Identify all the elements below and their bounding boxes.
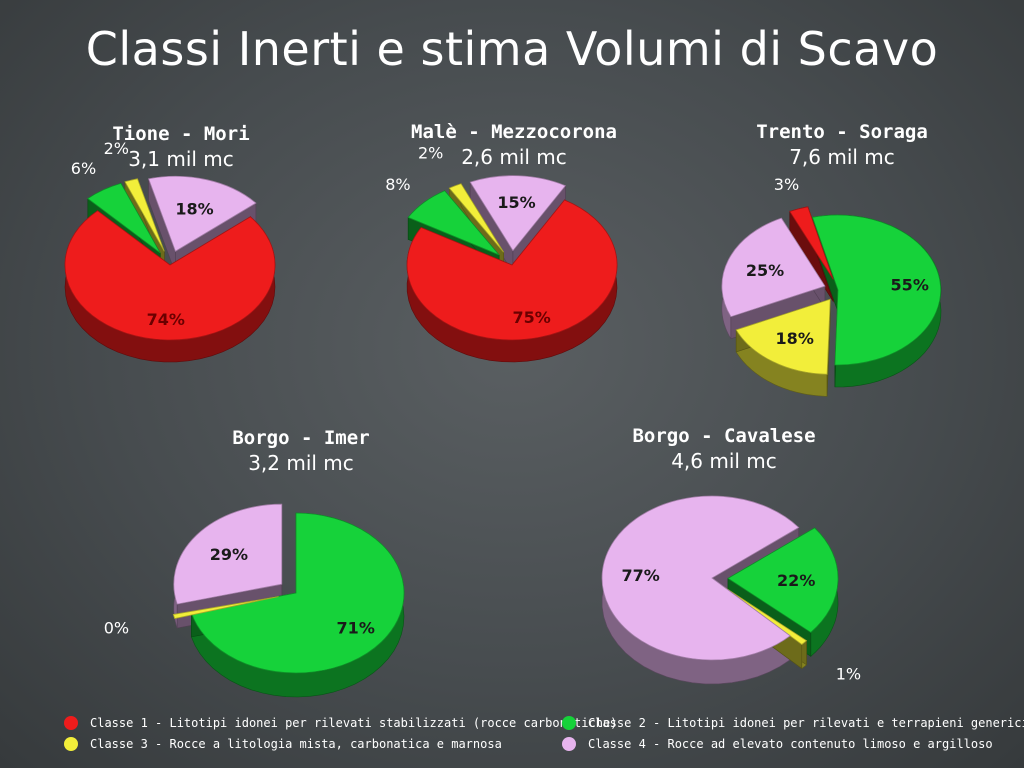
chart-volume: 3,2 mil mc (248, 451, 354, 475)
legend-label: Classe 2 - Litotipi idonei per rilevati … (588, 716, 1024, 730)
pie-slice-classe-4 (148, 175, 257, 252)
chart-title: Trento - Soraga (756, 121, 928, 143)
pie-slice-classe-1 (64, 210, 276, 341)
pie-data-label: 2% (418, 144, 443, 163)
chart-header-tione-mori: Tione - Mori 3,1 mil mc (31, 123, 331, 171)
pie-data-label: 8% (385, 175, 410, 194)
pie-slice-classe-1 (406, 199, 618, 341)
legend-label: Classe 3 - Rocce a litologia mista, carb… (90, 737, 502, 751)
chart-volume: 4,6 mil mc (671, 449, 777, 473)
pie-slice-classe-2 (727, 527, 839, 633)
pie-data-label: 15% (497, 193, 535, 212)
pie-slice-classe-3 (735, 298, 831, 375)
legend-item-class4: Classe 4 - Rocce ad elevato contenuto li… (562, 737, 993, 751)
pie-slice-classe-3 (124, 178, 165, 252)
pie-slice-classe-3 (723, 586, 808, 645)
pie-data-label: 25% (746, 261, 784, 280)
chart-header-trento-soraga: Trento - Soraga 7,6 mil mc (692, 121, 992, 169)
legend-item-class1: Classe 1 - Litotipi idonei per rilevati … (64, 716, 617, 730)
chart-header-male-mezzocorona: Malè - Mezzocorona 2,6 mil mc (364, 121, 664, 169)
legend-dot-icon (64, 737, 78, 751)
pie-slice-classe-4 (601, 495, 800, 661)
pie-data-label: 3% (774, 175, 799, 194)
chart-header-borgo-cavalese: Borgo - Cavalese 4,6 mil mc (574, 425, 874, 473)
legend-dot-icon (562, 737, 576, 751)
pie-data-label: 0% (104, 618, 129, 637)
pie-slice-classe-2 (190, 512, 405, 674)
pie-slice-classe-4 (173, 503, 283, 605)
chart-volume: 7,6 mil mc (789, 145, 895, 169)
legend-dot-icon (562, 716, 576, 730)
pie-chart-1: 75% 8% 2% 15% (385, 144, 618, 363)
pie-slice-classe-1 (789, 206, 834, 280)
chart-volume: 2,6 mil mc (461, 145, 567, 169)
pie-slice-classe-4 (721, 217, 826, 318)
legend-item-class2: Classe 2 - Litotipi idonei per rilevati … (562, 716, 1024, 730)
pie-chart-3: 71% 0% 29% (104, 503, 405, 698)
pie-chart-4: 22% 1% 77% (601, 495, 861, 685)
pie-slice-classe-2 (87, 182, 161, 254)
pie-chart-2: 3% 55% 18% 25% (721, 175, 942, 397)
pie-data-label: 75% (512, 308, 550, 327)
pie-data-label: 18% (776, 329, 814, 348)
legend-label: Classe 1 - Litotipi idonei per rilevati … (90, 716, 618, 730)
pie-data-label: 29% (210, 545, 248, 564)
pie-slice-classe-2 (811, 214, 942, 366)
chart-title: Borgo - Cavalese (632, 425, 816, 447)
pie-data-label: 55% (891, 275, 929, 294)
pie-data-label: 1% (836, 664, 861, 683)
pie-slice-classe-4 (469, 175, 567, 252)
pie-slice-classe-3 (172, 596, 279, 619)
chart-header-borgo-imer: Borgo - Imer 3,2 mil mc (151, 427, 451, 475)
pie-data-label: 18% (175, 199, 213, 218)
chart-title: Malè - Mezzocorona (411, 121, 617, 143)
legend-item-class3: Classe 3 - Rocce a litologia mista, carb… (64, 737, 502, 751)
pie-chart-0: 74% 6% 2% 18% (64, 139, 276, 363)
legend-label: Classe 4 - Rocce ad elevato contenuto li… (588, 737, 993, 751)
pie-slice-classe-2 (407, 190, 500, 256)
pie-data-label: 71% (337, 618, 375, 637)
chart-volume: 3,1 mil mc (128, 147, 234, 171)
page-title: Classi Inerti e stima Volumi di Scavo (85, 22, 939, 76)
pie-data-label: 2% (104, 139, 129, 158)
pie-data-label: 74% (147, 310, 185, 329)
pie-data-label: 77% (621, 566, 659, 585)
chart-title: Borgo - Imer (232, 427, 370, 449)
pie-data-label: 6% (71, 159, 96, 178)
pie-slice-classe-3 (448, 183, 505, 253)
legend-dot-icon (64, 716, 78, 730)
chart-title: Tione - Mori (112, 123, 250, 145)
pie-data-label: 22% (777, 571, 815, 590)
